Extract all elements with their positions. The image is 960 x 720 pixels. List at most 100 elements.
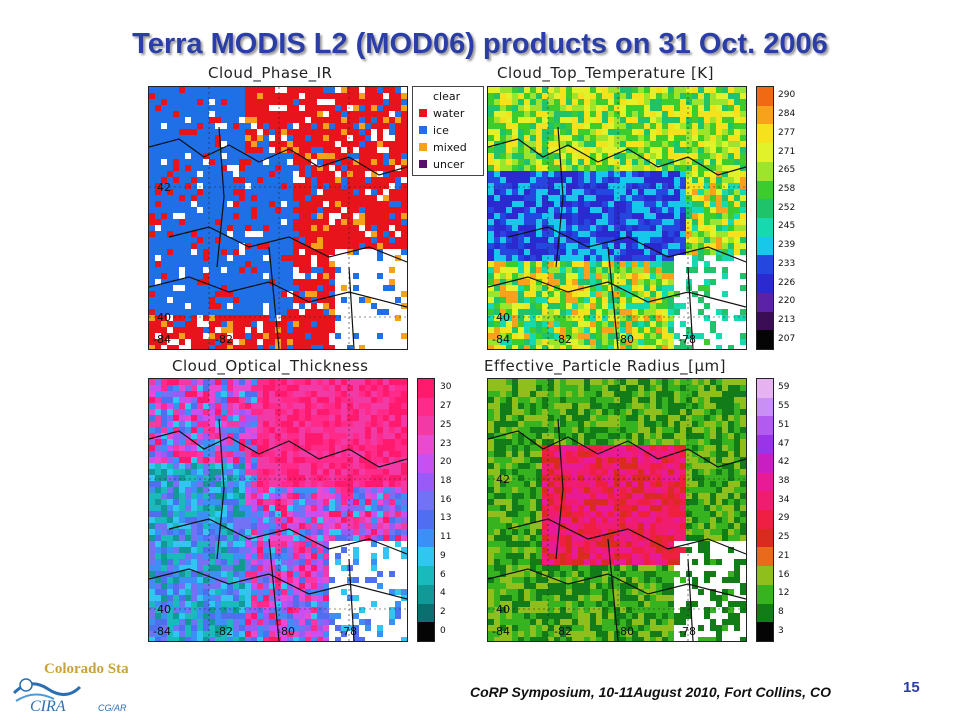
colorbar-segment bbox=[418, 584, 434, 604]
colorbar-segment bbox=[757, 105, 773, 125]
colorbar-segment bbox=[757, 397, 773, 417]
lon-label: -82 bbox=[215, 333, 233, 346]
colorbar-segment bbox=[418, 416, 434, 436]
colorbar-tick-label: 6 bbox=[440, 569, 446, 580]
lat-label: 42 bbox=[157, 181, 171, 194]
colorbar-segment bbox=[757, 435, 773, 454]
colorbar-segment bbox=[418, 472, 434, 492]
lon-label: -78 bbox=[678, 625, 696, 638]
colorbar-tick-label: 27 bbox=[440, 401, 452, 412]
slide-title: Terra MODIS L2 (MOD06) products on 31 Oc… bbox=[132, 28, 828, 60]
colorbar-segment bbox=[418, 397, 434, 417]
footer-conference: CoRP Symposium, 10-11August 2010, Fort C… bbox=[470, 684, 831, 700]
colorbar-tick-label: 23 bbox=[440, 438, 452, 449]
colorbar-segment bbox=[418, 453, 434, 473]
legend-item-water: water bbox=[413, 105, 483, 121]
colorbar-tick-label: 29 bbox=[778, 513, 790, 524]
colorbar-tick-label: 239 bbox=[778, 240, 796, 251]
colorbar-tick-label: 265 bbox=[778, 165, 796, 176]
colorbar-segment bbox=[757, 124, 773, 144]
colorbar-segment bbox=[757, 622, 773, 642]
colorbar-tick-label: 271 bbox=[778, 146, 796, 157]
colorbar-segment bbox=[418, 491, 434, 511]
colorbar-tick-label: 55 bbox=[778, 401, 790, 412]
legend-label: mixed bbox=[433, 140, 467, 154]
colorbar-segment bbox=[757, 453, 773, 473]
legend-swatch bbox=[419, 143, 427, 151]
colorbar-tick-label: 277 bbox=[778, 127, 796, 138]
colorbar-effective-particle-radius bbox=[756, 378, 774, 642]
logo-text-top: Colorado State bbox=[44, 661, 128, 677]
colorbar-tick-label: 18 bbox=[440, 475, 452, 486]
lon-label: -82 bbox=[215, 625, 233, 638]
legend-item-clear: clear bbox=[413, 88, 483, 104]
lat-label: 42 bbox=[496, 473, 510, 486]
legend-swatch bbox=[419, 160, 427, 168]
colorbar-tick-label: 38 bbox=[778, 475, 790, 486]
colorbar-segment bbox=[757, 255, 773, 275]
lon-label: -84 bbox=[153, 625, 171, 638]
colorbar-segment bbox=[757, 292, 773, 312]
colorbar-segment bbox=[418, 603, 434, 623]
colorbar-segment bbox=[418, 510, 434, 529]
logo-text-sub: CG/AR bbox=[98, 703, 127, 713]
legend-label: water bbox=[433, 106, 465, 120]
colorbar-tick-label: 284 bbox=[778, 109, 796, 120]
lon-label: -80 bbox=[616, 625, 634, 638]
colorbar-ticks-cloud-top-temperature: 290 284 277 271 265 258 252 245 239 233 226 220 213 2… bbox=[778, 86, 795, 348]
colorbar-segment bbox=[757, 87, 773, 106]
lat-label: 40 bbox=[496, 311, 510, 324]
colorbar-segment bbox=[418, 379, 434, 398]
colorbar-tick-label: 25 bbox=[778, 532, 790, 543]
lon-label: -80 bbox=[616, 333, 634, 346]
colorbar-tick-label: 12 bbox=[778, 588, 790, 599]
colorbar-segment bbox=[757, 161, 773, 181]
colorbar-segment bbox=[757, 584, 773, 604]
colorbar-segment bbox=[757, 603, 773, 623]
legend-swatch bbox=[419, 126, 427, 134]
legend-label: clear bbox=[433, 89, 461, 103]
legend-swatch bbox=[419, 92, 427, 100]
colorbar-segment bbox=[418, 528, 434, 548]
colorbar-tick-label: 11 bbox=[440, 532, 452, 543]
colorbar-tick-label: 226 bbox=[778, 277, 796, 288]
colorbar-tick-label: 220 bbox=[778, 296, 796, 307]
colorbar-tick-label: 30 bbox=[440, 382, 452, 393]
colorbar-segment bbox=[757, 274, 773, 293]
lon-label: -82 bbox=[554, 333, 572, 346]
panel-title-effective-particle-radius: Effective_Particle Radius_[μm] bbox=[484, 357, 727, 375]
legend-item-uncer: uncer bbox=[413, 156, 483, 172]
colorbar-tick-label: 207 bbox=[778, 333, 796, 344]
colorbar-segment bbox=[757, 180, 773, 200]
colorbar-tick-label: 42 bbox=[778, 457, 790, 468]
colorbar-segment bbox=[757, 566, 773, 585]
colorbar-segment bbox=[757, 510, 773, 529]
colorbar-segment bbox=[757, 547, 773, 567]
colorbar-tick-label: 25 bbox=[440, 419, 452, 430]
colorbar-segment bbox=[757, 218, 773, 237]
lon-label: -84 bbox=[153, 333, 171, 346]
colorbar-segment bbox=[418, 435, 434, 454]
colorbar-tick-label: 21 bbox=[778, 550, 790, 561]
legend-label: ice bbox=[433, 123, 449, 137]
lon-label: -82 bbox=[554, 625, 572, 638]
panel-title-cloud-optical-thickness: Cloud_Optical_Thickness bbox=[172, 357, 369, 375]
map-cloud-phase: 42 40 -84 -82 bbox=[148, 86, 408, 350]
lon-label: -78 bbox=[678, 333, 696, 346]
colorbar-tick-label: 16 bbox=[778, 569, 790, 580]
colorbar-tick-label: 20 bbox=[440, 457, 452, 468]
lon-label: -84 bbox=[492, 333, 510, 346]
colorbar-tick-label: 213 bbox=[778, 314, 796, 325]
colorbar-tick-label: 16 bbox=[440, 494, 452, 505]
colorbar-segment bbox=[757, 199, 773, 219]
colorbar-tick-label: 0 bbox=[440, 625, 446, 636]
colorbar-tick-label: 245 bbox=[778, 221, 796, 232]
colorbar-segment bbox=[757, 528, 773, 548]
colorbar-tick-label: 59 bbox=[778, 382, 790, 393]
map-effective-particle-radius: 42 40 -84 -82 -80 -78 bbox=[487, 378, 747, 642]
colorbar-tick-label: 13 bbox=[440, 513, 452, 524]
colorado-state-cira-logo: Colorado State CIRA CG/AR bbox=[10, 655, 141, 715]
colorbar-cloud-optical-thickness bbox=[417, 378, 435, 642]
panel-title-cloud-top-temperature: Cloud_Top_Temperature [K] bbox=[497, 64, 714, 82]
colorbar-segment bbox=[757, 236, 773, 256]
